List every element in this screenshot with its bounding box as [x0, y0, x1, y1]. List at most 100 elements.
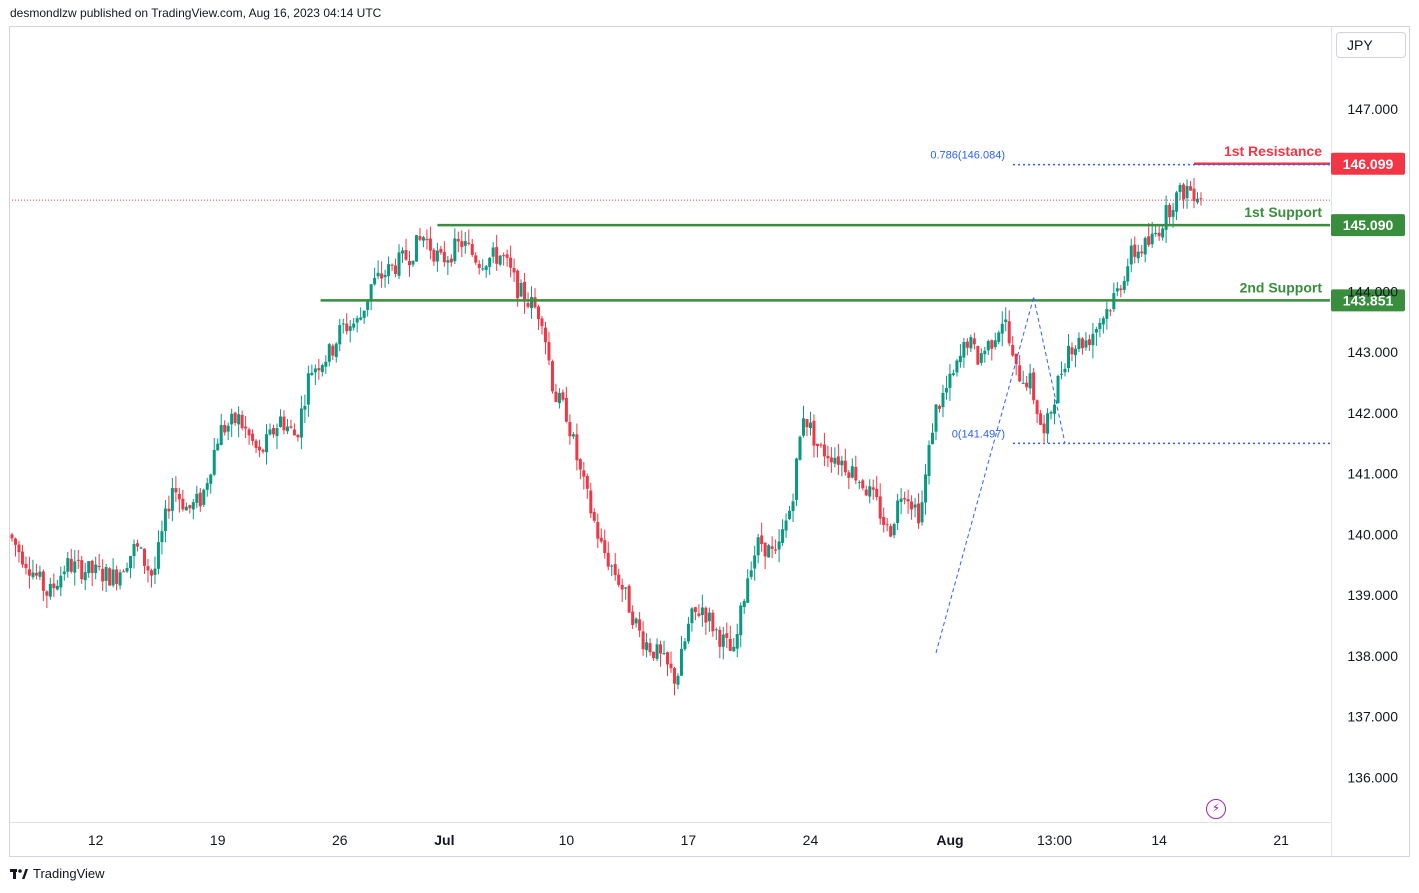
candle-body — [847, 472, 851, 478]
currency-selector[interactable]: JPY — [1336, 32, 1406, 58]
candle-body — [219, 425, 223, 446]
candle-body — [1011, 344, 1015, 356]
candle-body — [76, 559, 80, 561]
footer-brand[interactable]: TradingView — [10, 866, 105, 881]
candle-body — [296, 434, 300, 438]
candle-body — [857, 482, 861, 484]
price-tick-label: 137.000 — [1347, 709, 1398, 725]
candle-body — [97, 565, 101, 568]
candle-body — [1136, 251, 1140, 259]
candle-body — [554, 391, 558, 403]
candle-body — [711, 612, 715, 632]
candle-body — [951, 373, 955, 375]
candle-body — [1018, 365, 1022, 382]
candle-body — [13, 538, 17, 545]
candle-body — [275, 428, 279, 437]
candle-body — [1035, 400, 1039, 415]
candle-body — [697, 613, 701, 616]
candle-body — [603, 540, 607, 554]
candle-body — [753, 555, 757, 569]
candle-body — [979, 353, 983, 363]
candle-body — [38, 571, 42, 577]
candle-body — [1053, 404, 1057, 414]
candle-body — [937, 405, 941, 409]
candle-body — [502, 255, 506, 257]
candle-body — [488, 257, 492, 267]
candle-body — [648, 643, 652, 653]
candle-body — [589, 490, 593, 514]
support-price-tag[interactable] — [1331, 289, 1405, 312]
price-tick-label: 138.000 — [1347, 648, 1398, 664]
candle-body — [850, 466, 854, 478]
candle-body — [282, 416, 286, 431]
candle-body — [875, 488, 879, 497]
candle-body — [285, 426, 289, 432]
support-price-tag[interactable] — [1331, 214, 1405, 237]
tradingview-logo-icon — [10, 868, 28, 879]
publisher-caption: desmondlzw published on TradingView.com,… — [10, 6, 382, 20]
candle-body — [327, 344, 331, 362]
candle-body — [1066, 345, 1070, 369]
candle-body — [1101, 318, 1105, 325]
candle-body — [1154, 232, 1158, 235]
candle-body — [899, 498, 903, 502]
candle-body — [24, 563, 28, 569]
candle-body — [401, 250, 405, 254]
candle-body — [1164, 205, 1168, 230]
candle-body — [1133, 244, 1137, 257]
candle-body — [373, 277, 377, 285]
candle-body — [73, 561, 77, 573]
candle-body — [177, 493, 181, 500]
candle-body — [707, 612, 711, 622]
candle-body — [990, 340, 994, 349]
candle-body — [442, 251, 446, 263]
candle-body — [136, 543, 140, 547]
fib-trend-line — [935, 297, 1035, 654]
resistance-level-label: 1st Resistance — [1224, 143, 1322, 159]
candle-body — [634, 618, 638, 624]
candle-body — [690, 608, 694, 624]
price-axis-divider — [1331, 27, 1332, 856]
candle-body — [495, 247, 499, 264]
candle-body — [313, 368, 317, 373]
candle-body — [965, 341, 969, 348]
candle-body — [526, 303, 530, 307]
candle-body — [94, 564, 98, 574]
candle-body — [1021, 382, 1025, 384]
candle-body — [882, 516, 886, 525]
candle-body — [1126, 266, 1130, 282]
candle-body — [435, 250, 439, 262]
candle-body — [760, 535, 764, 545]
candle-body — [341, 323, 345, 325]
candle-body — [52, 583, 56, 589]
candle-body — [470, 243, 474, 255]
candle-body — [334, 343, 338, 358]
candle-body — [631, 611, 635, 626]
candle-body — [439, 248, 443, 253]
candle-body — [523, 281, 527, 302]
candle-body — [195, 493, 199, 503]
fibonacci-layer: 0.786(146.084) 0(141.497) — [930, 150, 1330, 654]
candle-body — [543, 327, 547, 343]
candle-body — [376, 272, 380, 277]
candle-body — [1182, 184, 1186, 200]
candle-body — [254, 440, 258, 448]
candle-body — [345, 323, 349, 332]
candle-body — [767, 545, 771, 558]
price-axis: 136.000 137.000 138.000 139.000 140.000 141.0… — [1347, 40, 1398, 785]
candle-body — [983, 350, 987, 355]
candle-body — [913, 504, 917, 508]
lightning-bolt-icon[interactable]: ⚡ — [1206, 799, 1226, 819]
candle-body — [352, 323, 356, 328]
candle-body — [1147, 236, 1151, 245]
resistance-price-tag[interactable] — [1331, 152, 1405, 175]
candle-body — [941, 393, 945, 408]
candle-body — [714, 629, 718, 631]
candle-body — [537, 306, 541, 320]
candle-body — [397, 252, 401, 276]
candle-body — [1042, 423, 1046, 434]
candle-body — [756, 537, 760, 556]
candle-body — [1039, 413, 1043, 425]
candle-body — [1070, 347, 1074, 355]
